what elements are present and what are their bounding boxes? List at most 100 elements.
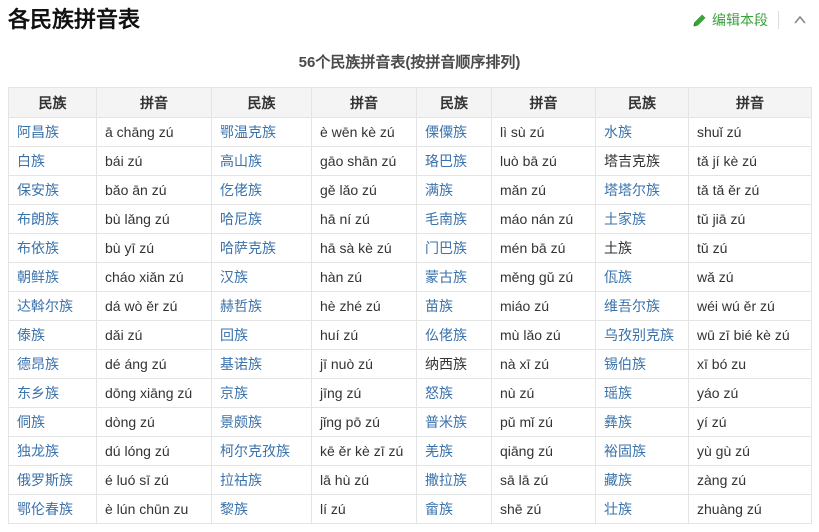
pinyin-text: luò bā zú xyxy=(500,153,557,169)
ethnic-group-link[interactable]: 赫哲族 xyxy=(220,298,262,314)
ethnic-group-link[interactable]: 傈僳族 xyxy=(425,124,467,140)
ethnic-group-link[interactable]: 鄂温克族 xyxy=(220,124,276,140)
ethnic-group-link[interactable]: 布依族 xyxy=(17,240,59,256)
ethnic-group-link[interactable]: 乌孜别克族 xyxy=(604,327,674,343)
ethnic-name-cell: 朝鲜族 xyxy=(8,262,97,292)
ethnic-group-link[interactable]: 壮族 xyxy=(604,501,632,517)
ethnic-group-link[interactable]: 哈萨克族 xyxy=(220,240,276,256)
ethnic-group-link[interactable]: 哈尼族 xyxy=(220,211,262,227)
pinyin-cell: yù gù zú xyxy=(688,436,812,466)
pinyin-cell: nà xī zú xyxy=(491,349,596,379)
pinyin-text: kē ěr kè zī zú xyxy=(320,443,404,459)
ethnic-group-link[interactable]: 柯尔克孜族 xyxy=(220,443,290,459)
ethnic-group-link[interactable]: 仫佬族 xyxy=(425,327,467,343)
ethnic-group-link[interactable]: 维吾尔族 xyxy=(604,298,660,314)
pinyin-cell: mǎn zú xyxy=(491,175,596,205)
ethnic-group-link[interactable]: 毛南族 xyxy=(425,211,467,227)
ethnic-group-link[interactable]: 黎族 xyxy=(220,501,248,517)
pinyin-text: yáo zú xyxy=(697,385,739,401)
ethnic-group-link[interactable]: 傣族 xyxy=(17,327,45,343)
ethnic-group-link[interactable]: 汉族 xyxy=(220,269,248,285)
pinyin-cell: huí zú xyxy=(311,320,417,350)
ethnic-group-link[interactable]: 满族 xyxy=(425,182,453,198)
ethnic-name-cell: 基诺族 xyxy=(211,349,312,379)
ethnic-group-link[interactable]: 水族 xyxy=(604,124,632,140)
ethnic-group-link[interactable]: 德昂族 xyxy=(17,356,59,372)
pinyin-cell: bù lǎng zú xyxy=(96,204,212,234)
ethnic-group-link[interactable]: 东乡族 xyxy=(17,385,59,401)
ethnic-group-link[interactable]: 塔塔尔族 xyxy=(604,182,660,198)
pinyin-text: hàn zú xyxy=(320,269,363,285)
ethnic-group-link[interactable]: 独龙族 xyxy=(17,443,59,459)
ethnic-group-link[interactable]: 达斡尔族 xyxy=(17,298,73,314)
pinyin-cell: tǎ tǎ ěr zú xyxy=(688,175,812,205)
pinyin-text: mǎn zú xyxy=(500,182,546,198)
ethnic-group-link[interactable]: 珞巴族 xyxy=(425,153,467,169)
pinyin-text: jī nuò zú xyxy=(320,356,373,372)
ethnic-group-link[interactable]: 仡佬族 xyxy=(220,182,262,198)
ethnic-group-link[interactable]: 侗族 xyxy=(17,414,45,430)
ethnic-name-cell: 达斡尔族 xyxy=(8,291,97,321)
edit-section-button[interactable]: 编辑本段 xyxy=(692,10,768,30)
pinyin-cell: shuǐ zú xyxy=(688,117,812,147)
ethnic-group-link[interactable]: 京族 xyxy=(220,385,248,401)
ethnic-group-link[interactable]: 土家族 xyxy=(604,211,646,227)
pinyin-cell: yáo zú xyxy=(688,378,812,408)
ethnic-name-cell: 独龙族 xyxy=(8,436,97,466)
ethnic-group-link[interactable]: 白族 xyxy=(17,153,45,169)
pinyin-cell: shē zú xyxy=(491,494,596,524)
ethnic-name-cell: 裕固族 xyxy=(595,436,689,466)
ethnic-group-link[interactable]: 门巴族 xyxy=(425,240,467,256)
pinyin-text: ā chāng zú xyxy=(105,124,174,140)
pinyin-text: bù lǎng zú xyxy=(105,211,170,227)
ethnic-name-cell: 满族 xyxy=(416,175,492,205)
ethnic-group-link[interactable]: 蒙古族 xyxy=(425,269,467,285)
ethnic-name-cell: 拉祜族 xyxy=(211,465,312,495)
ethnic-group-link[interactable]: 鄂伦春族 xyxy=(17,501,73,517)
ethnic-group-link[interactable]: 藏族 xyxy=(604,472,632,488)
pinyin-cell: ā chāng zú xyxy=(96,117,212,147)
ethnic-name-cell: 毛南族 xyxy=(416,204,492,234)
ethnic-name-cell: 羌族 xyxy=(416,436,492,466)
ethnic-group-link[interactable]: 撒拉族 xyxy=(425,472,467,488)
table-row: 朝鲜族 cháo xiǎn zú 汉族 hàn zú 蒙古族 měng gǔ zú 佤族 wǎ… xyxy=(8,262,812,292)
ethnic-name-cell: 鄂伦春族 xyxy=(8,494,97,524)
ethnic-name-cell: 俄罗斯族 xyxy=(8,465,97,495)
ethnic-group-link[interactable]: 高山族 xyxy=(220,153,262,169)
collapse-section-button[interactable] xyxy=(789,11,811,29)
ethnic-group-link[interactable]: 怒族 xyxy=(425,385,453,401)
ethnic-name-cell: 撒拉族 xyxy=(416,465,492,495)
ethnic-group-link[interactable]: 瑶族 xyxy=(604,385,632,401)
ethnic-group-link[interactable]: 佤族 xyxy=(604,269,632,285)
pinyin-cell: è wēn kè zú xyxy=(311,117,417,147)
ethnic-group-link[interactable]: 裕固族 xyxy=(604,443,646,459)
pinyin-text: é luó sī zú xyxy=(105,472,169,488)
table-row: 布依族 bù yī zú 哈萨克族 hā sà kè zú 门巴族 mén bā zú 土族… xyxy=(8,233,812,263)
ethnic-group-link[interactable]: 俄罗斯族 xyxy=(17,472,73,488)
pinyin-cell: sā lā zú xyxy=(491,465,596,495)
column-header-ethnic: 民族 xyxy=(8,87,97,118)
ethnic-name-cell: 锡伯族 xyxy=(595,349,689,379)
ethnic-group-link[interactable]: 景颇族 xyxy=(220,414,262,430)
ethnic-group-link[interactable]: 保安族 xyxy=(17,182,59,198)
chevron-up-icon xyxy=(791,15,809,30)
ethnic-name-cell: 赫哲族 xyxy=(211,291,312,321)
ethnic-group-link[interactable]: 畲族 xyxy=(425,501,453,517)
ethnic-group-link[interactable]: 基诺族 xyxy=(220,356,262,372)
pinyin-text: yù gù zú xyxy=(697,443,750,459)
ethnic-group-link[interactable]: 苗族 xyxy=(425,298,453,314)
ethnic-group-link[interactable]: 回族 xyxy=(220,327,248,343)
ethnic-group-link[interactable]: 布朗族 xyxy=(17,211,59,227)
ethnic-group-link[interactable]: 羌族 xyxy=(425,443,453,459)
ethnic-group-link[interactable]: 锡伯族 xyxy=(604,356,646,372)
ethnic-group-link[interactable]: 彝族 xyxy=(604,414,632,430)
ethnic-group-link[interactable]: 朝鲜族 xyxy=(17,269,59,285)
ethnic-group-link[interactable]: 普米族 xyxy=(425,414,467,430)
pinyin-cell: tǔ jiā zú xyxy=(688,204,812,234)
ethnic-group-link[interactable]: 拉祜族 xyxy=(220,472,262,488)
pinyin-cell: hā ní zú xyxy=(311,204,417,234)
ethnic-name-cell: 蒙古族 xyxy=(416,262,492,292)
ethnic-name-cell: 东乡族 xyxy=(8,378,97,408)
pinyin-cell: wū zī bié kè zú xyxy=(688,320,812,350)
ethnic-group-link[interactable]: 阿昌族 xyxy=(17,124,59,140)
